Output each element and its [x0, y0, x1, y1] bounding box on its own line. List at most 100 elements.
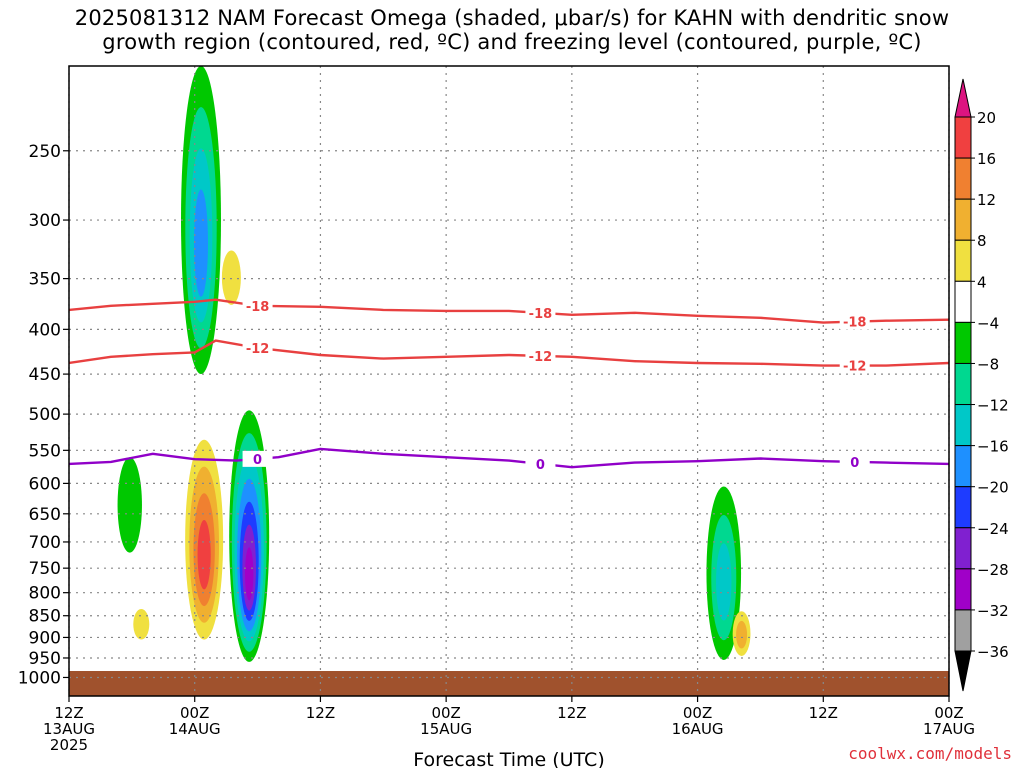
colorbar-box-0 — [954, 116, 972, 159]
x-tick-label-0-0: 12Z — [54, 704, 83, 722]
x-tick-label-1-0: 00Z — [180, 704, 209, 722]
x-axis-label: Forecast Time (UTC) — [413, 749, 604, 768]
x-tick-label-2-0: 12Z — [306, 704, 335, 722]
omega-shading — [117, 66, 751, 662]
colorbar-label-10: −24 — [977, 520, 1009, 538]
colorbar-label-11: −28 — [977, 561, 1009, 579]
chart-title-line1: 2025081312 NAM Forecast Omega (shaded, μ… — [74, 6, 950, 30]
y-tick-label-350: 350 — [29, 270, 61, 290]
colorbar-label-9: −20 — [977, 479, 1009, 497]
contour-label-bg-0-2 — [839, 313, 870, 330]
contour-label-bg-0-1 — [525, 304, 556, 321]
contour-0-line — [69, 447, 949, 469]
contour-label-1-0: -12 — [246, 342, 270, 357]
x-tick-label-3-0: 00Z — [431, 704, 460, 722]
contour-label-bg-1-0 — [242, 339, 273, 356]
temperature-contours: -18 -18 -18 -12 -12 -12 0 0 0 — [69, 297, 949, 473]
contour-label-bg-0-0 — [242, 297, 273, 314]
y-tick-label-600: 600 — [29, 474, 61, 494]
y-tick-label-250: 250 — [29, 142, 61, 162]
colorbar-box-10 — [954, 527, 972, 570]
y-tick-label-1000: 1000 — [18, 668, 61, 688]
x-tick-label-3-1: 15AUG — [420, 720, 472, 738]
chart-title: 2025081312 NAM Forecast Omega (shaded, μ… — [0, 6, 1024, 54]
plot-frame — [68, 65, 950, 697]
contour--12-line — [69, 339, 949, 367]
omega-cell-3-level-6 — [244, 547, 254, 601]
y-tick-label-500: 500 — [29, 405, 61, 425]
x-tick-label-7-0: 00Z — [934, 704, 963, 722]
y-tick-label-400: 400 — [29, 320, 61, 340]
colorbar-top-arrow — [954, 78, 972, 118]
y-tick-label-650: 650 — [29, 505, 61, 525]
colorbar-box-5 — [954, 321, 972, 364]
colorbar-label-7: −12 — [977, 397, 1009, 415]
ground-fill — [69, 671, 949, 696]
y-tick-label-700: 700 — [29, 533, 61, 553]
contour--18-line — [69, 298, 949, 324]
source-credit: coolwx.com/models — [848, 744, 1012, 763]
y-tick-label-550: 550 — [29, 441, 61, 461]
omega-cell-7-level-0 — [221, 250, 241, 305]
ground-layer — [69, 671, 949, 696]
y-tick-label-450: 450 — [29, 365, 61, 385]
colorbar: 20 16 12 8 4 −4 −8 −12 −16 −20 −24 −28 −32 −36 — [954, 78, 1009, 692]
omega-cell-0-level-3 — [194, 189, 208, 297]
colorbar-box-12 — [954, 609, 972, 652]
omega-cell-4-level-0 — [133, 608, 150, 640]
x-tick-label-7-1: 17AUG — [923, 720, 975, 738]
contour-label-2-2: 0 — [850, 456, 859, 471]
x-tick-label-5-0: 00Z — [683, 704, 712, 722]
contour-label-0-0: -18 — [246, 300, 270, 315]
colorbar-label-8: −16 — [977, 438, 1009, 456]
x-tick-label-0-2: 2025 — [50, 736, 88, 754]
colorbar-box-8 — [954, 445, 972, 488]
colorbar-box-7 — [954, 404, 972, 447]
contour-label-bg-1-1 — [525, 347, 556, 364]
colorbar-label-1: 16 — [977, 150, 996, 168]
y-tick-label-850: 850 — [29, 607, 61, 627]
colorbar-label-13: −36 — [977, 643, 1009, 661]
colorbar-box-2 — [954, 198, 972, 241]
colorbar-label-0: 20 — [977, 109, 996, 127]
contour-label-bg-1-2 — [839, 357, 870, 374]
colorbar-label-6: −8 — [977, 355, 999, 373]
omega-cell-6-level-1 — [736, 620, 748, 649]
colorbar-label-5: −4 — [977, 314, 999, 332]
contour-label-2-1: 0 — [536, 458, 545, 473]
chart-title-line2: growth region (contoured, red, ºC) and f… — [102, 30, 922, 54]
colorbar-label-4: 4 — [977, 273, 987, 291]
colorbar-box-4 — [954, 280, 972, 323]
contour-label-bg-2-1 — [525, 455, 556, 472]
colorbar-box-11 — [954, 568, 972, 611]
contour-label-bg-2-0 — [242, 450, 273, 467]
colorbar-bottom-arrow — [954, 650, 972, 692]
y-tick-label-300: 300 — [29, 211, 61, 231]
contour-label-1-1: -12 — [529, 350, 553, 365]
omega-cell-2-level-3 — [197, 519, 211, 590]
y-tick-label-900: 900 — [29, 628, 61, 648]
colorbar-label-2: 12 — [977, 191, 996, 209]
contour-label-bg-2-2 — [839, 453, 870, 470]
omega-cell-1-level-0 — [117, 457, 142, 553]
x-tick-label-1-1: 14AUG — [169, 720, 221, 738]
contour-label-2-0: 0 — [253, 453, 262, 468]
x-tick-label-6-0: 12Z — [809, 704, 838, 722]
x-tick-label-4-0: 12Z — [557, 704, 586, 722]
contour-label-0-2: -18 — [843, 316, 867, 331]
y-tick-label-750: 750 — [29, 559, 61, 579]
y-axis-ticks: 2503003504004505005506006507007508008509… — [18, 142, 69, 688]
contour-label-1-2: -12 — [843, 360, 867, 375]
colorbar-box-6 — [954, 362, 972, 406]
colorbar-box-9 — [954, 486, 972, 529]
colorbar-label-12: −32 — [977, 602, 1009, 620]
y-tick-label-800: 800 — [29, 584, 61, 604]
colorbar-box-1 — [954, 157, 972, 200]
y-tick-label-950: 950 — [29, 649, 61, 669]
plot-border — [68, 65, 950, 697]
colorbar-label-3: 8 — [977, 232, 987, 250]
x-tick-label-5-1: 16AUG — [672, 720, 724, 738]
contour-label-0-1: -18 — [529, 307, 553, 322]
